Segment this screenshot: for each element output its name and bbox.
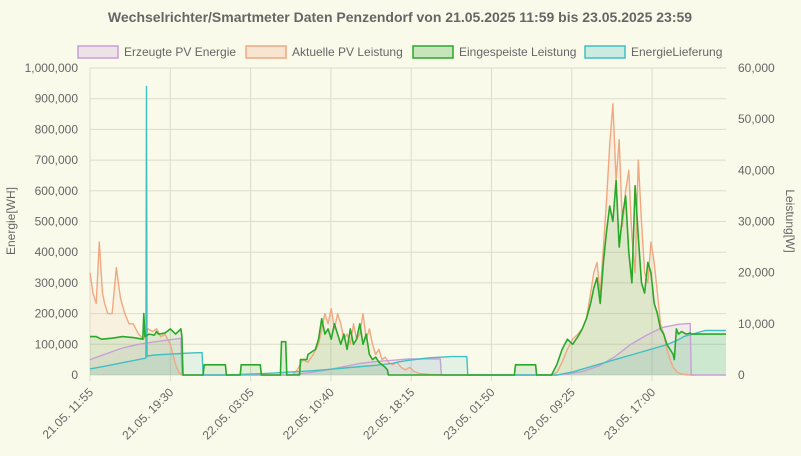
y-tick-label-right: 30,000 — [738, 215, 775, 229]
y-tick-label-left: 500,000 — [35, 215, 79, 229]
legend-swatch — [584, 45, 626, 59]
axis-left: 0 100,000 200,000 300,000 400,000 500,000 600,… — [25, 61, 79, 382]
axis-right: 0 10,000 20,000 30,000 40,000 50,000 60,000 — [738, 61, 775, 382]
y-tick-label-right: 0 — [738, 368, 745, 382]
legend-swatch — [245, 45, 287, 59]
series-line — [89, 85, 726, 376]
y-axis-label-right: Leistung[W] — [783, 189, 797, 252]
legend-label: EnergieLieferung — [631, 45, 722, 59]
series-line — [89, 322, 726, 376]
y-tick-label-right: 50,000 — [738, 112, 775, 126]
y-tick-label-left: 300,000 — [35, 276, 79, 290]
y-tick-label-left: 0 — [71, 368, 78, 382]
y-tick-label-left: 700,000 — [35, 153, 79, 167]
legend[interactable]: Erzeugte PV Energie Aktuelle PV Leistung E… — [77, 45, 722, 59]
legend-swatch — [412, 45, 454, 59]
chart-title: Wechselrichter/Smartmeter Daten Penzendo… — [108, 9, 692, 25]
series-line — [90, 179, 726, 376]
y-tick-label-left: 600,000 — [35, 184, 79, 198]
series-layer — [89, 85, 726, 376]
y-tick-label-right: 20,000 — [738, 266, 775, 280]
y-tick-label-left: 400,000 — [35, 245, 79, 259]
series-line — [89, 103, 695, 376]
legend-label: Erzeugte PV Energie — [124, 45, 236, 59]
legend-label: Aktuelle PV Leistung — [292, 45, 403, 59]
legend-swatch — [77, 45, 119, 59]
y-tick-label-left: 1,000,000 — [25, 61, 79, 75]
y-tick-label-right: 40,000 — [738, 163, 775, 177]
y-axis-label-left: Energie[WH] — [4, 187, 18, 255]
series-area — [90, 103, 695, 376]
y-tick-label-right: 10,000 — [738, 317, 775, 331]
legend-label: Eingespeiste Leistung — [459, 45, 576, 59]
y-tick-label-left: 200,000 — [35, 307, 79, 321]
y-tick-label-left: 100,000 — [35, 337, 79, 351]
y-tick-label-left: 800,000 — [35, 122, 79, 136]
y-tick-label-right: 60,000 — [738, 61, 775, 75]
y-tick-label-left: 900,000 — [35, 92, 79, 106]
grid — [89, 67, 726, 381]
